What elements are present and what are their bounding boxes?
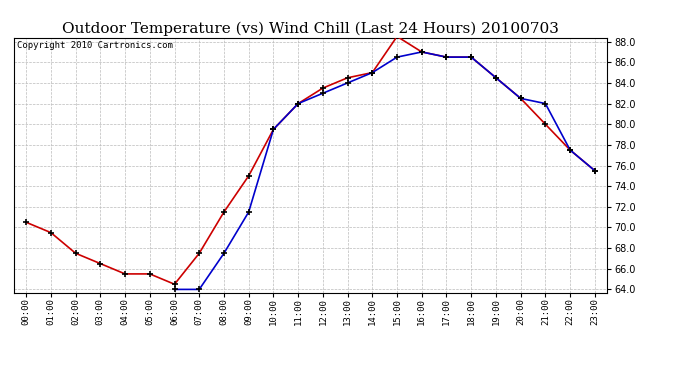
- Title: Outdoor Temperature (vs) Wind Chill (Last 24 Hours) 20100703: Outdoor Temperature (vs) Wind Chill (Las…: [62, 22, 559, 36]
- Text: Copyright 2010 Cartronics.com: Copyright 2010 Cartronics.com: [17, 41, 172, 50]
